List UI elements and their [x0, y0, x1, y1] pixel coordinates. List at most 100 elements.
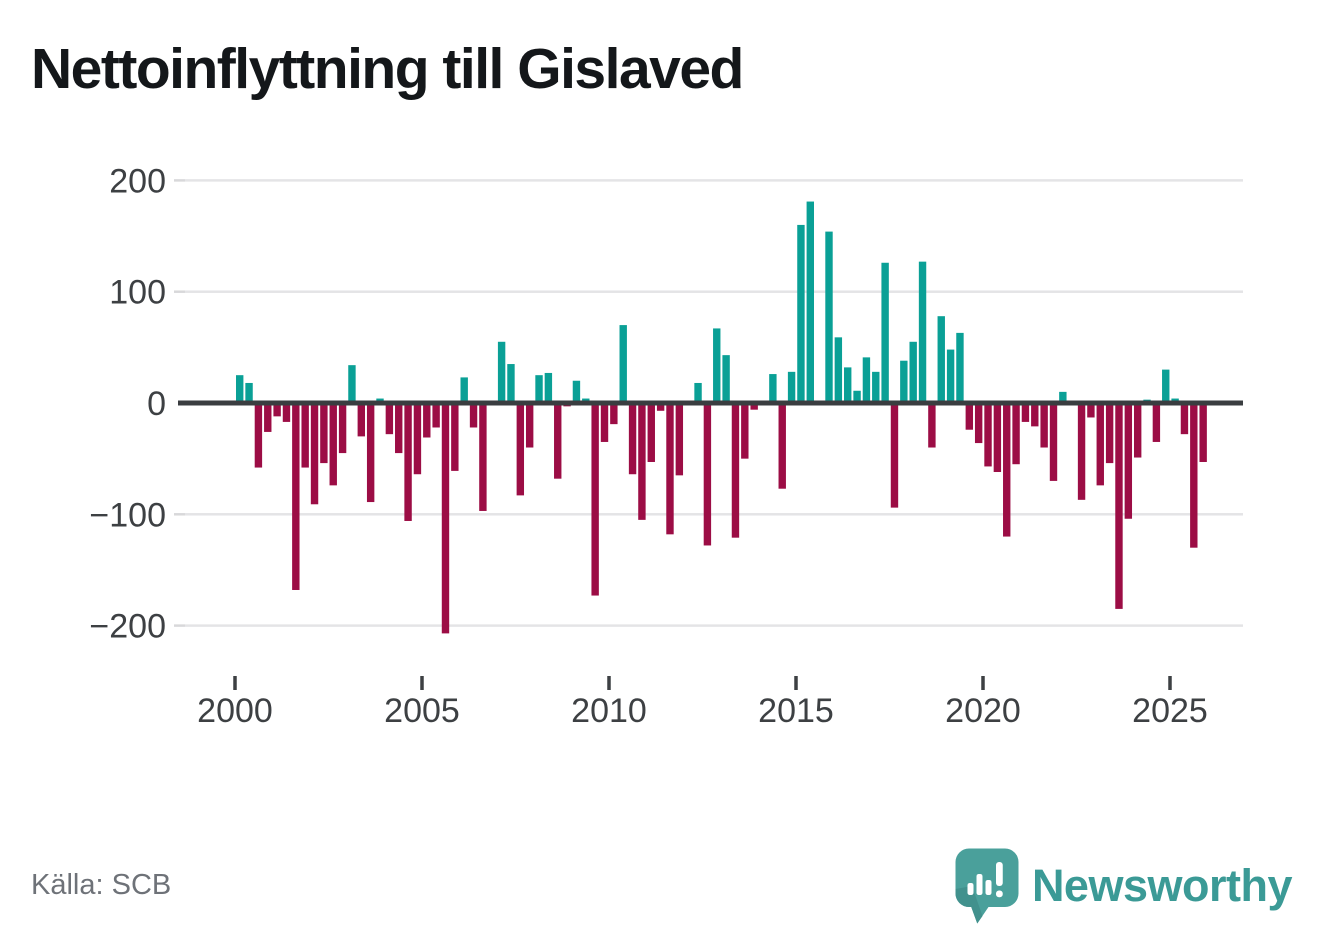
- xtick-2015: [794, 676, 798, 690]
- bar-2013-Q3: [741, 403, 749, 459]
- bar-2011-Q2: [656, 403, 665, 411]
- bar-2015-Q4: [825, 231, 833, 403]
- bar-2009-Q3: [591, 403, 599, 596]
- bar-2014-Q3: [778, 403, 786, 489]
- bar-2019-Q3: [965, 403, 974, 430]
- bar-2003-Q2: [357, 403, 366, 437]
- bar-2008-Q3: [554, 403, 562, 479]
- bar-2007-Q3: [516, 403, 525, 496]
- x-axis-label-2005: 2005: [384, 692, 460, 730]
- x-axis-label-2000: 2000: [197, 692, 273, 730]
- bar-2001-Q1: [273, 403, 281, 417]
- bar-2011-Q4: [675, 403, 684, 476]
- bar-2004-Q2: [395, 403, 403, 454]
- bar-2010-Q1: [610, 403, 618, 425]
- bar-2012-Q2: [694, 382, 702, 403]
- bar-2016-Q1: [834, 337, 843, 403]
- y-axis-label-0: 0: [147, 385, 166, 423]
- bar-2023-Q4: [1124, 403, 1133, 519]
- bar-2004-Q3: [404, 403, 412, 521]
- bar-2022-Q4: [1087, 403, 1095, 418]
- bar-2003-Q1: [348, 365, 356, 403]
- bar-2008-Q2: [544, 372, 553, 403]
- bar-2012-Q3: [703, 403, 712, 546]
- bar-2020-Q2: [993, 403, 1002, 473]
- x-axis-label-2025: 2025: [1132, 692, 1208, 730]
- bar-2017-Q4: [900, 360, 908, 403]
- bar-2003-Q3: [366, 403, 375, 503]
- bar-2004-Q1: [385, 403, 394, 435]
- bar-2005-Q1: [423, 403, 431, 438]
- bar-2002-Q1: [310, 403, 319, 505]
- ytick-200: [174, 179, 185, 182]
- bar-2001-Q2: [282, 403, 291, 422]
- bar-2018-Q4: [937, 316, 945, 403]
- xtick-2000: [233, 676, 237, 690]
- bar-2021-Q1: [1021, 403, 1030, 422]
- y-axis-label--100: −100: [89, 496, 166, 534]
- bar-2023-Q2: [1105, 403, 1114, 464]
- bar-2001-Q4: [301, 403, 309, 468]
- ytick--200: [174, 624, 185, 627]
- bar-2011-Q1: [647, 403, 655, 462]
- bar-2016-Q3: [853, 390, 861, 403]
- bar-2009-Q4: [600, 403, 609, 442]
- bar-2024-Q3: [1152, 403, 1161, 442]
- gridline-y--200: [185, 624, 1243, 627]
- gridline-y-200: [185, 179, 1243, 182]
- logo-chart-glyph: [967, 862, 1003, 898]
- bar-2021-Q2: [1031, 403, 1039, 427]
- newsworthy-wordmark: Newsworthy: [1031, 860, 1293, 911]
- bar-2020-Q1: [984, 403, 992, 467]
- bar-2000-Q1: [236, 375, 244, 403]
- bar-2001-Q3: [292, 403, 300, 590]
- bar-2006-Q3: [479, 403, 487, 511]
- bar-2010-Q2: [619, 325, 627, 403]
- bar-2025-Q4: [1199, 403, 1207, 462]
- bar-2021-Q3: [1040, 403, 1048, 448]
- newsworthy-logo-icon: [955, 848, 1019, 924]
- bar-2008-Q1: [535, 375, 543, 403]
- bar-2021-Q4: [1049, 403, 1058, 481]
- bar-2017-Q3: [890, 403, 899, 508]
- xtick-2020: [981, 676, 985, 690]
- bar-2014-Q2: [769, 374, 777, 403]
- bar-2005-Q2: [432, 403, 440, 428]
- bar-2019-Q1: [946, 349, 955, 403]
- bar-2015-Q2: [806, 201, 814, 403]
- bar-2013-Q1: [722, 355, 730, 403]
- newsworthy-logo: Newsworthy: [954, 846, 1293, 926]
- bar-2010-Q4: [638, 403, 646, 520]
- bar-2017-Q2: [881, 262, 889, 403]
- logo-bubble-shade: [955, 886, 983, 924]
- bar-2018-Q2: [918, 261, 927, 403]
- y-axis-label-200: 200: [109, 162, 166, 200]
- bar-2007-Q1: [497, 341, 506, 403]
- bar-2000-Q4: [264, 403, 272, 432]
- bar-2000-Q2: [245, 382, 253, 403]
- x-axis-label-2015: 2015: [758, 692, 834, 730]
- source-note: Källa: SCB: [31, 869, 172, 901]
- bar-2005-Q3: [441, 403, 450, 634]
- bar-2009-Q1: [572, 380, 581, 403]
- bar-2023-Q3: [1115, 403, 1123, 609]
- xtick-2025: [1168, 676, 1172, 690]
- zero-line: [178, 400, 1243, 406]
- xtick-2005: [420, 676, 424, 690]
- ytick--100: [174, 513, 185, 516]
- bar-2022-Q3: [1077, 403, 1086, 500]
- bar-2013-Q4: [750, 403, 758, 410]
- x-axis-label-2010: 2010: [571, 692, 647, 730]
- gridline-y-100: [185, 290, 1243, 293]
- bar-2022-Q1: [1059, 391, 1067, 403]
- bar-2004-Q4: [413, 403, 422, 475]
- bar-2016-Q2: [844, 367, 852, 403]
- bar-2018-Q3: [928, 403, 936, 448]
- xtick-2010: [607, 676, 611, 690]
- bar-2018-Q1: [909, 341, 917, 403]
- bar-2020-Q4: [1012, 403, 1020, 465]
- bar-2013-Q2: [731, 403, 740, 538]
- bar-2017-Q1: [872, 371, 880, 403]
